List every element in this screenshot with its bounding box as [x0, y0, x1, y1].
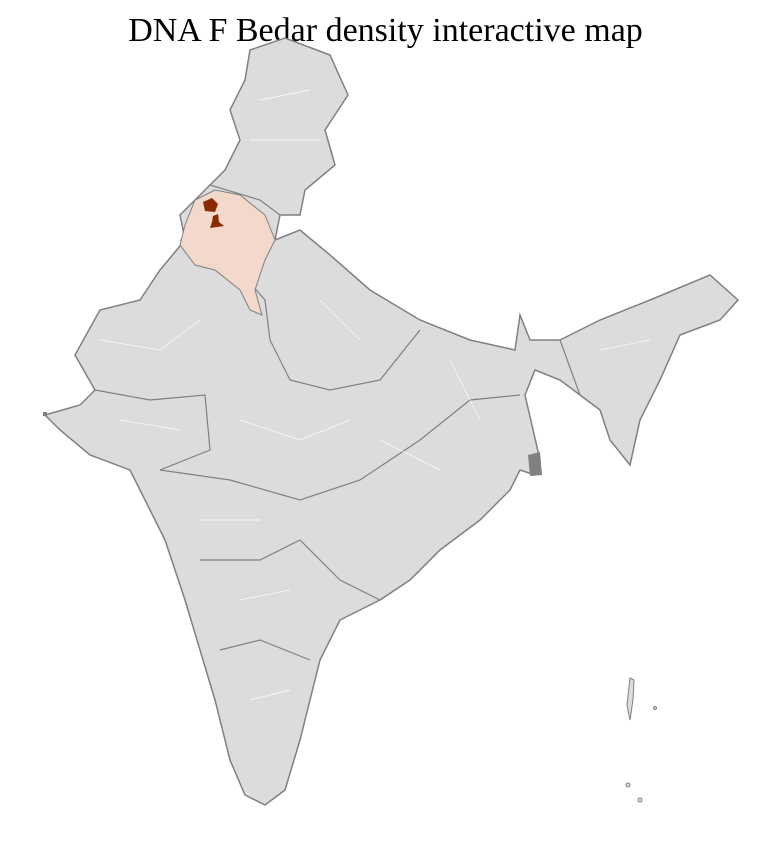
low-density-region[interactable]	[179, 189, 276, 316]
andaman-nicobar-islands	[625, 677, 657, 803]
district-borders	[99, 89, 651, 701]
india-outline	[43, 37, 740, 806]
high-density-district-north[interactable]	[203, 198, 218, 212]
sundarbans-coast	[528, 452, 542, 476]
map-title: DNA F Bedar density interactive map	[128, 12, 643, 49]
lakshadweep-islands	[43, 412, 47, 416]
high-density-district-central[interactable]	[210, 214, 224, 228]
